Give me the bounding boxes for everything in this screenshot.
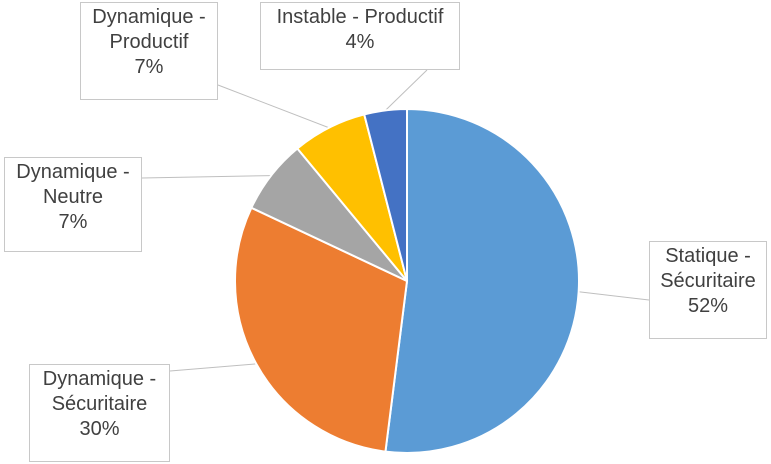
callout-percent: 30% xyxy=(79,418,120,440)
callout-label-line-1: Dynamique - xyxy=(92,6,206,28)
callout-dynamique-productif: Dynamique - Productif 7% xyxy=(80,2,218,100)
callout-label-line-1: Dynamique - xyxy=(16,161,130,183)
leader-dynamique-securitaire xyxy=(169,363,257,372)
leader-dynamique-productif xyxy=(217,84,330,129)
callout-statique-securitaire: Statique - Sécuritaire 52% xyxy=(649,241,767,339)
callout-label-line-1: Statique - xyxy=(665,245,751,267)
slice-dynamique-securitaire xyxy=(234,206,409,453)
leader-lines xyxy=(141,69,650,372)
leader-instable-productif xyxy=(385,69,428,111)
callout-instable-productif: Instable - Productif 4% xyxy=(260,2,460,70)
leader-dynamique-neutre xyxy=(141,175,272,179)
callout-label-line-1: Dynamique - xyxy=(42,368,157,390)
leader-statique-securitaire xyxy=(578,291,650,301)
callout-percent: 7% xyxy=(58,211,88,233)
callout-percent: 52% xyxy=(687,295,729,317)
callout-percent: 7% xyxy=(134,56,164,78)
callout-label-line-2: Productif xyxy=(109,31,189,53)
slice-statique-securitaire xyxy=(384,107,580,454)
callout-label-line-2: Sécuritaire xyxy=(660,270,756,292)
callout-label-line-1: Instable - Productif xyxy=(276,6,444,28)
pie-slices xyxy=(234,107,580,454)
callout-label-line-2: Sécuritaire xyxy=(51,393,148,415)
callout-dynamique-neutre: Dynamique - Neutre 7% xyxy=(4,157,142,252)
callout-percent: 4% xyxy=(345,31,375,53)
callout-dynamique-securitaire: Dynamique - Sécuritaire 30% xyxy=(29,364,170,462)
callout-label-line-2: Neutre xyxy=(42,186,104,208)
slice-instable-productif xyxy=(363,107,408,282)
